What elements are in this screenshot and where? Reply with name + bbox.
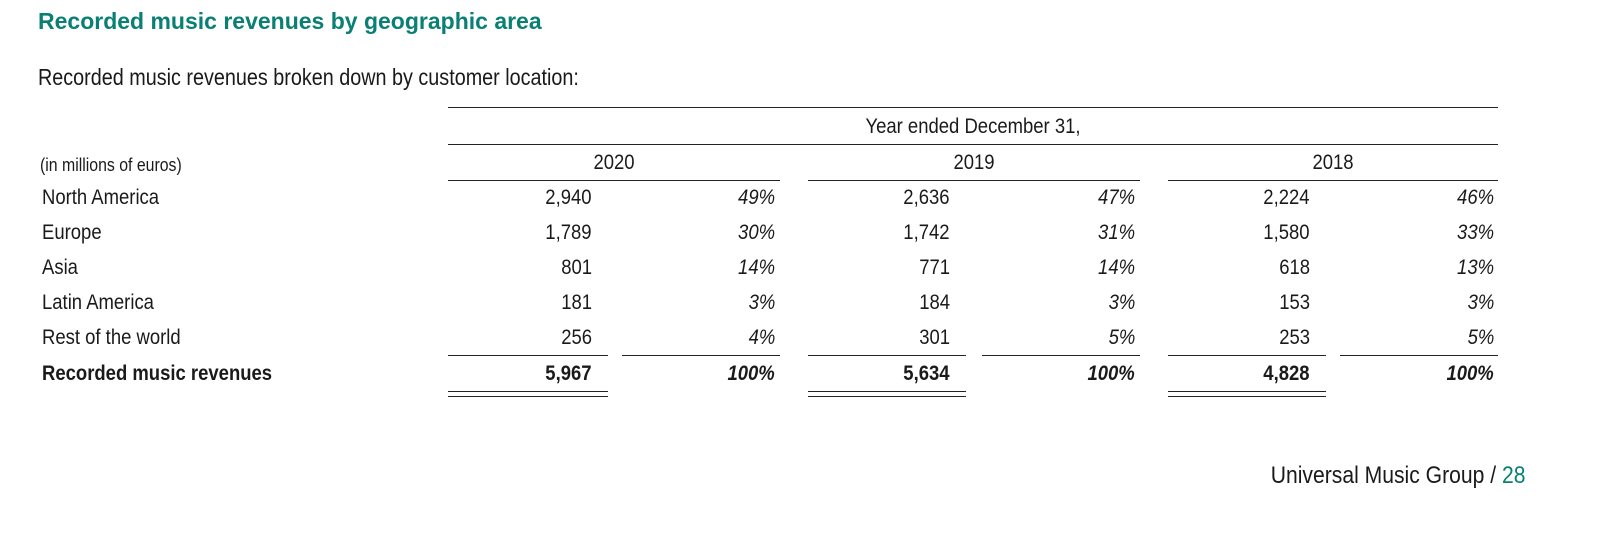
table-cell-percent: 33% [1457,221,1494,244]
row-label: North America [42,186,160,209]
table-cell-percent: 14% [738,256,775,279]
row-label: Europe [42,221,102,244]
subtotal-rule [1168,355,1326,356]
table-cell-value: 2,940 [545,186,592,209]
table-cell-percent: 49% [738,186,775,209]
table-cell-value: 256 [561,326,592,349]
table-cell-percent: 47% [1098,186,1135,209]
subtotal-rule [808,355,966,356]
table-cell-value: 301 [919,326,950,349]
year-rule-2019 [808,180,1140,181]
table-cell-percent: 4% [748,326,775,349]
year-rule-2020 [448,180,780,181]
total-value: 5,634 [903,362,950,385]
table-cell-value: 181 [561,291,592,314]
table-cell-value: 1,742 [903,221,950,244]
table-cell-value: 801 [561,256,592,279]
total-double-rule [808,391,966,397]
table-cell-value: 184 [919,291,950,314]
total-percent: 100% [1446,362,1494,385]
total-label: Recorded music revenues [42,362,273,385]
page-footer: Universal Music Group / 28 [1270,462,1525,490]
year-header-2018: 2018 [1312,151,1354,174]
table-cell-percent: 3% [748,291,775,314]
table-cell-percent: 14% [1098,256,1135,279]
subtotal-rule [1340,355,1498,356]
subtotal-rule [982,355,1140,356]
table-cell-percent: 13% [1457,256,1494,279]
total-value: 5,967 [545,362,592,385]
row-label: Asia [42,256,78,279]
subtotal-rule [622,355,780,356]
year-header-2020: 2020 [593,151,635,174]
page-number: 28 [1501,462,1525,489]
table-cell-value: 1,789 [545,221,592,244]
table-cell-percent: 5% [1467,326,1494,349]
table-cell-value: 618 [1279,256,1310,279]
year-header-2019: 2019 [953,151,995,174]
table-top-rule [448,107,1498,108]
table-cell-value: 1,580 [1263,221,1310,244]
period-header-rule [448,144,1498,145]
total-value: 4,828 [1263,362,1310,385]
table-cell-value: 253 [1279,326,1310,349]
subtotal-rule [448,355,608,356]
table-cell-value: 2,636 [903,186,950,209]
row-label: Rest of the world [42,326,181,349]
table-cell-value: 2,224 [1263,186,1310,209]
table-cell-percent: 5% [1108,326,1135,349]
table-cell-percent: 30% [738,221,775,244]
section-title: Recorded music revenues by geographic ar… [38,8,542,34]
footer-company: Universal Music Group / [1270,462,1496,489]
total-double-rule [448,391,608,397]
year-rule-2018 [1168,180,1498,181]
table-cell-value: 153 [1279,291,1310,314]
total-percent: 100% [1087,362,1135,385]
table-cell-percent: 3% [1108,291,1135,314]
section-subtitle: Recorded music revenues broken down by c… [38,64,579,90]
total-double-rule [1168,391,1326,397]
total-percent: 100% [727,362,775,385]
table-cell-percent: 3% [1467,291,1494,314]
table-cell-value: 771 [919,256,950,279]
row-label: Latin America [42,291,154,314]
units-label: (in millions of euros) [40,155,182,175]
table-cell-percent: 31% [1098,221,1135,244]
period-header: Year ended December 31, [865,115,1081,138]
table-cell-percent: 46% [1457,186,1494,209]
